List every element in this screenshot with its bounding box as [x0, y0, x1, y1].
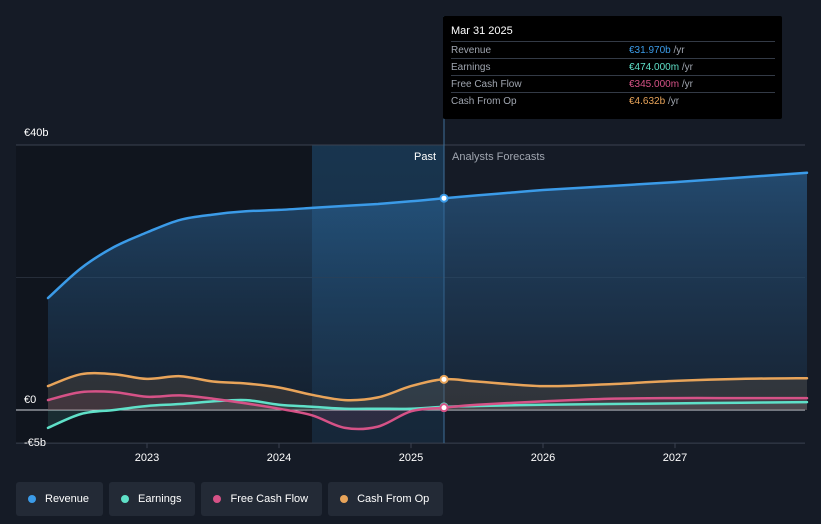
forecast-label: Analysts Forecasts: [452, 151, 545, 163]
free-cash-flow-line: [46, 390, 809, 431]
tooltip-label: Free Cash Flow: [451, 79, 522, 90]
tooltip-row-free-cash-flow: Free Cash Flow €345.000m /yr: [451, 75, 775, 93]
tooltip-label: Revenue: [451, 45, 492, 56]
x-tick-label: 2025: [399, 452, 423, 464]
cash-from-op-dot-icon: [340, 495, 349, 503]
tooltip-row-earnings: Earnings €474.000m /yr: [451, 58, 775, 76]
tooltip-label: Cash From Op: [451, 96, 517, 107]
x-tick-label: 2026: [531, 452, 555, 464]
legend-label: Earnings: [138, 493, 182, 505]
legend-label: Cash From Op: [357, 493, 430, 505]
legend-item-free-cash-flow[interactable]: Free Cash Flow: [201, 482, 323, 516]
revenue-dot-icon: [28, 495, 36, 503]
legend-label: Revenue: [45, 493, 90, 505]
earnings-area: [48, 399, 807, 428]
past-label: Past: [414, 151, 436, 163]
tooltip-value: €345.000m /yr: [629, 79, 693, 90]
tooltip-row-cash-from-op: Cash From Op €4.632b /yr: [451, 92, 775, 110]
y-tick-label: €40b: [24, 127, 48, 139]
chart-legend: Revenue Earnings Free Cash Flow Cash Fro…: [16, 482, 444, 516]
legend-item-cash-from-op[interactable]: Cash From Op: [328, 482, 444, 516]
tooltip-label: Earnings: [451, 62, 491, 73]
free-cash-flow-dot-icon: [213, 495, 222, 503]
legend-item-earnings[interactable]: Earnings: [109, 482, 196, 516]
revenue-line: [46, 171, 809, 300]
tooltip-date: Mar 31 2025: [451, 25, 513, 37]
tooltip-panel: Mar 31 2025 Revenue €31.970b /yr Earning…: [443, 16, 782, 119]
revenue-area: [48, 172, 807, 410]
legend-item-revenue[interactable]: Revenue: [16, 482, 104, 516]
y-tick-label: €0: [24, 394, 36, 406]
y-tick-label: -€5b: [24, 437, 46, 449]
revenue-marker: [439, 193, 449, 203]
earnings-line: [46, 398, 809, 430]
tooltip-value: €4.632b /yr: [629, 96, 680, 107]
earnings-dot-icon: [121, 495, 130, 503]
free-cash-flow-marker: [439, 403, 449, 413]
x-tick-label: 2024: [267, 452, 291, 464]
tooltip-value: €474.000m /yr: [629, 62, 693, 73]
free-cash-flow-area: [48, 391, 807, 430]
cash-from-op-line: [46, 371, 809, 402]
tooltip-row-revenue: Revenue €31.970b /yr: [451, 41, 775, 59]
legend-label: Free Cash Flow: [230, 493, 309, 505]
x-tick-label: 2027: [663, 452, 687, 464]
x-tick-label: 2023: [135, 452, 159, 464]
tooltip-value: €31.970b /yr: [629, 45, 685, 56]
cash-from-op-marker: [439, 374, 449, 384]
